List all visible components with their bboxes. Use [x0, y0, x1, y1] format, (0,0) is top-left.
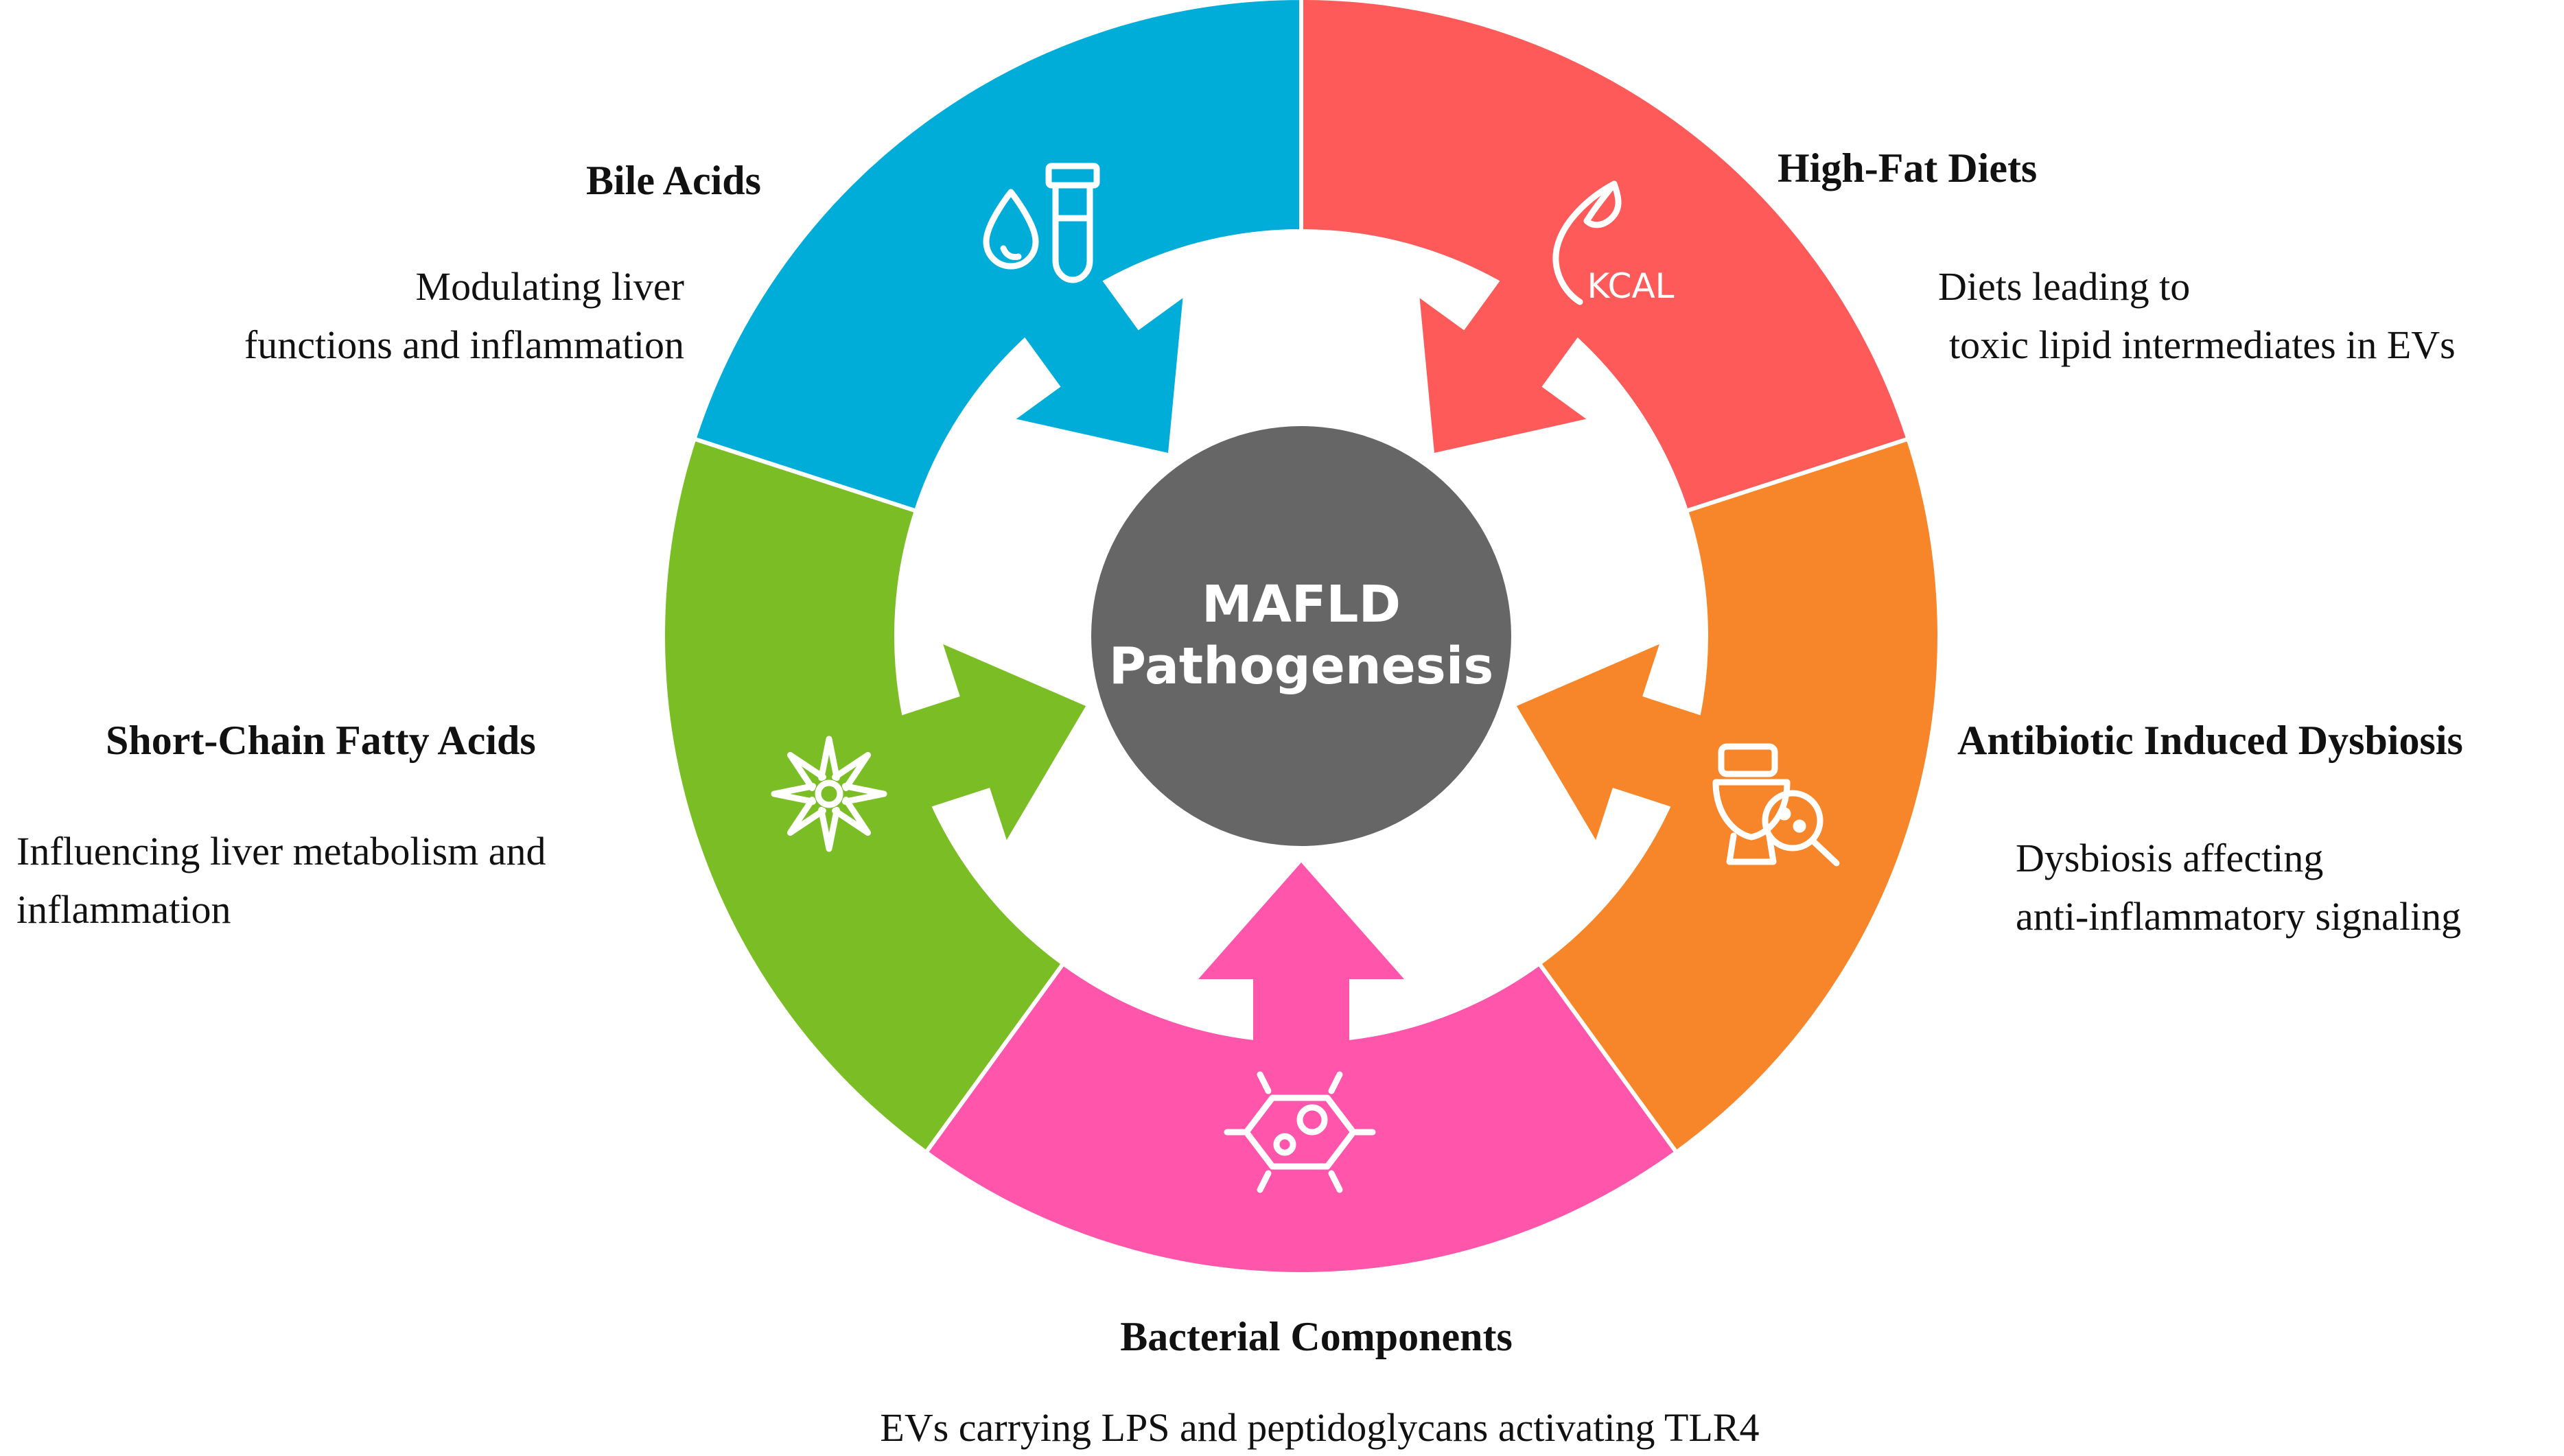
bacterial-components-desc-1: EVs carrying LPS and peptidoglycans acti…: [880, 1405, 1759, 1450]
center-title-line1: MAFLD: [1202, 575, 1401, 634]
bile-acids-title: Bile Acids: [586, 158, 761, 203]
toilet-magnifier-icon: [1712, 743, 1840, 867]
center-title-line2: Pathogenesis: [1109, 637, 1494, 696]
bile-acids-desc-1: Modulating liver: [416, 264, 684, 309]
label-short-chain-fatty-acids: Short-Chain Fatty Acids Influencing live…: [16, 718, 546, 932]
droplet-test-tube-icon: [983, 163, 1100, 283]
bacteria-cell-icon: [1224, 1071, 1376, 1193]
short-chain-fatty-acids-desc-1: Influencing liver metabolism and: [16, 829, 546, 873]
label-bacterial-components: Bacterial Components EVs carrying LPS an…: [880, 1314, 1759, 1450]
center-circle: [1091, 426, 1511, 846]
bile-acids-desc-2: functions and inflammation: [244, 322, 684, 367]
antibiotic-dysbiosis-title: Antibiotic Induced Dysbiosis: [1957, 718, 2463, 763]
label-bile-acids: Bile Acids Modulating liver functions an…: [244, 158, 761, 367]
label-high-fat-diets: High-Fat Diets Diets leading to toxic li…: [1778, 145, 2456, 367]
bacterial-components-title: Bacterial Components: [1120, 1314, 1513, 1359]
short-chain-fatty-acids-desc-2: inflammation: [16, 887, 231, 932]
star-anise-icon: [771, 736, 887, 852]
high-fat-diets-title: High-Fat Diets: [1778, 145, 2037, 191]
label-antibiotic-dysbiosis: Antibiotic Induced Dysbiosis Dysbiosis a…: [1957, 718, 2463, 939]
high-fat-diets-desc-2: toxic lipid intermediates in EVs: [1949, 322, 2456, 367]
star-anise-core: [815, 779, 843, 808]
arrow-bacterial-components: [1198, 862, 1404, 1144]
antibiotic-dysbiosis-desc-1: Dysbiosis affecting: [2016, 836, 2323, 880]
short-chain-fatty-acids-title: Short-Chain Fatty Acids: [106, 718, 536, 763]
arrow-bile-acids: [964, 197, 1183, 454]
arrow-antibiotic-dysbiosis: [1516, 644, 1799, 841]
high-fat-diets-desc-1: Diets leading to: [1938, 264, 2190, 309]
arrow-high-fat-diets: [1419, 197, 1639, 454]
antibiotic-dysbiosis-desc-2: anti-inflammatory signaling: [2016, 894, 2461, 939]
star-anise-petals: [771, 736, 887, 852]
kcal-text: KCAL: [1587, 266, 1674, 306]
kcal-flame-icon: KCAL: [1552, 180, 1675, 306]
